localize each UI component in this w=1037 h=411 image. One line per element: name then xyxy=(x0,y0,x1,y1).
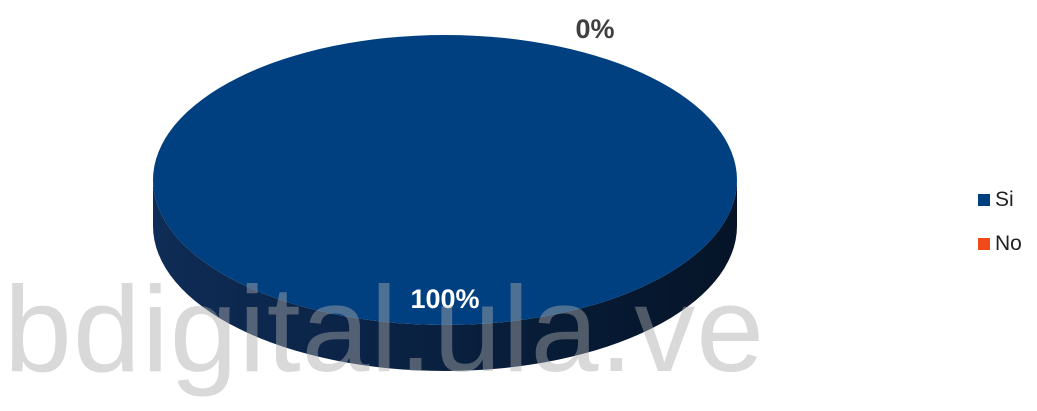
legend-label-no: No xyxy=(995,232,1022,255)
pie-slice-si xyxy=(153,35,737,325)
legend-swatch-no xyxy=(978,238,990,250)
watermark: bdigital.ula.ve xyxy=(4,261,766,397)
legend-item-si: Si xyxy=(978,178,1022,222)
legend-label-si: Si xyxy=(995,188,1014,211)
data-label-no: 0% xyxy=(575,14,614,44)
legend-swatch-si xyxy=(978,194,990,206)
legend-item-no: No xyxy=(978,222,1022,266)
legend: Si No xyxy=(978,178,1022,266)
pie-slice-si-side xyxy=(153,180,737,371)
data-label-si: 100% xyxy=(410,284,479,314)
